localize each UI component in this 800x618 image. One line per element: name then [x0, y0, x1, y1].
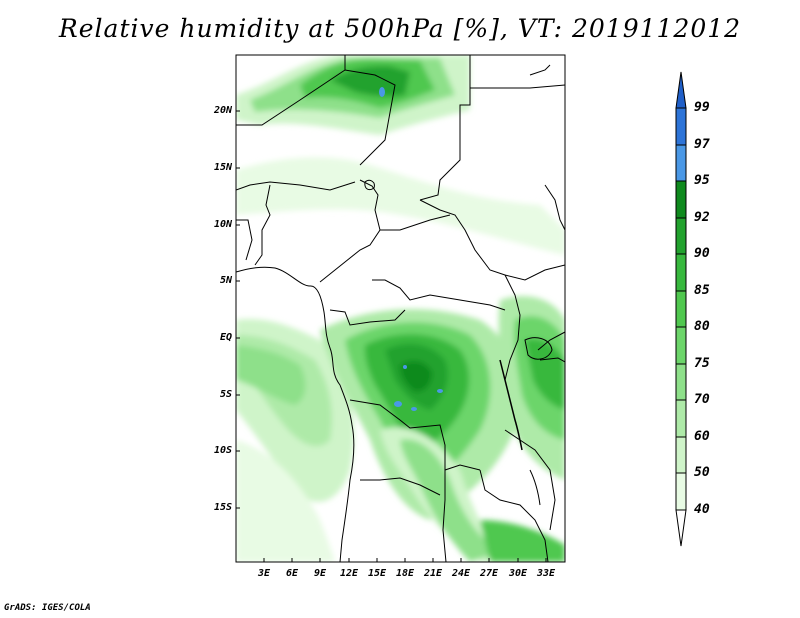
humidity-field: [236, 55, 565, 562]
colorbar-bin-50-60: [675, 436, 687, 474]
colorbar-bin-40-50: [675, 472, 687, 511]
colorbar-label-40: 40: [694, 502, 710, 517]
colorbar-bin-97-99: [675, 107, 687, 146]
lon-label-30e: 30E: [508, 568, 528, 579]
map-frame: [235, 54, 566, 563]
colorbar-bin-80-85: [675, 290, 687, 328]
lon-label-6e: 6E: [285, 568, 299, 579]
colorbar-label-85: 85: [694, 283, 710, 298]
colorbar-label-99: 99: [694, 100, 710, 115]
colorbar: [675, 71, 687, 547]
lat-label-10n: 10N: [213, 219, 232, 230]
grads-credit: GrADS: IGES/COLA: [4, 603, 91, 613]
lon-label-12e: 12E: [339, 568, 359, 579]
lat-label-5s: 5S: [219, 389, 232, 400]
colorbar-bin-90-92: [675, 217, 687, 255]
lat-label-10s: 10S: [213, 445, 232, 456]
map-title: Relative humidity at 500hPa [%], VT: 201…: [58, 14, 742, 43]
colorbar-arrow-top: [675, 71, 687, 109]
lon-label-3e: 3E: [257, 568, 271, 579]
colorbar-label-50: 50: [694, 465, 710, 480]
colorbar-bin-70-75: [675, 363, 687, 401]
colorbar-label-70: 70: [694, 392, 710, 407]
colorbar-label-90: 90: [694, 246, 710, 261]
colorbar-bin-60-70: [675, 399, 687, 438]
lat-label-eq: EQ: [219, 332, 232, 343]
colorbar-label-75: 75: [694, 356, 710, 371]
lat-label-20n: 20N: [213, 105, 232, 116]
colorbar-bin-95-97: [675, 144, 687, 182]
colorbar-label-80: 80: [694, 319, 710, 334]
lon-label-9e: 9E: [313, 568, 327, 579]
colorbar-label-95: 95: [694, 173, 710, 188]
colorbar-label-92: 92: [694, 210, 710, 225]
lon-label-15e: 15E: [367, 568, 387, 579]
lon-label-24e: 24E: [451, 568, 471, 579]
lat-label-15n: 15N: [213, 162, 232, 173]
colorbar-bin-75-80: [675, 326, 687, 365]
lon-label-27e: 27E: [479, 568, 499, 579]
colorbar-label-97: 97: [694, 137, 710, 152]
lon-label-21e: 21E: [423, 568, 443, 579]
colorbar-label-60: 60: [694, 429, 710, 444]
lon-label-18e: 18E: [395, 568, 415, 579]
lat-label-5n: 5N: [219, 275, 232, 286]
country-borders: [236, 55, 565, 562]
axis-ticks: [236, 110, 547, 562]
colorbar-bin-92-95: [675, 180, 687, 219]
lat-label-15s: 15S: [213, 502, 232, 513]
colorbar-bin-85-90: [675, 253, 687, 292]
lon-label-33e: 33E: [536, 568, 556, 579]
colorbar-arrow-bottom: [675, 509, 687, 547]
